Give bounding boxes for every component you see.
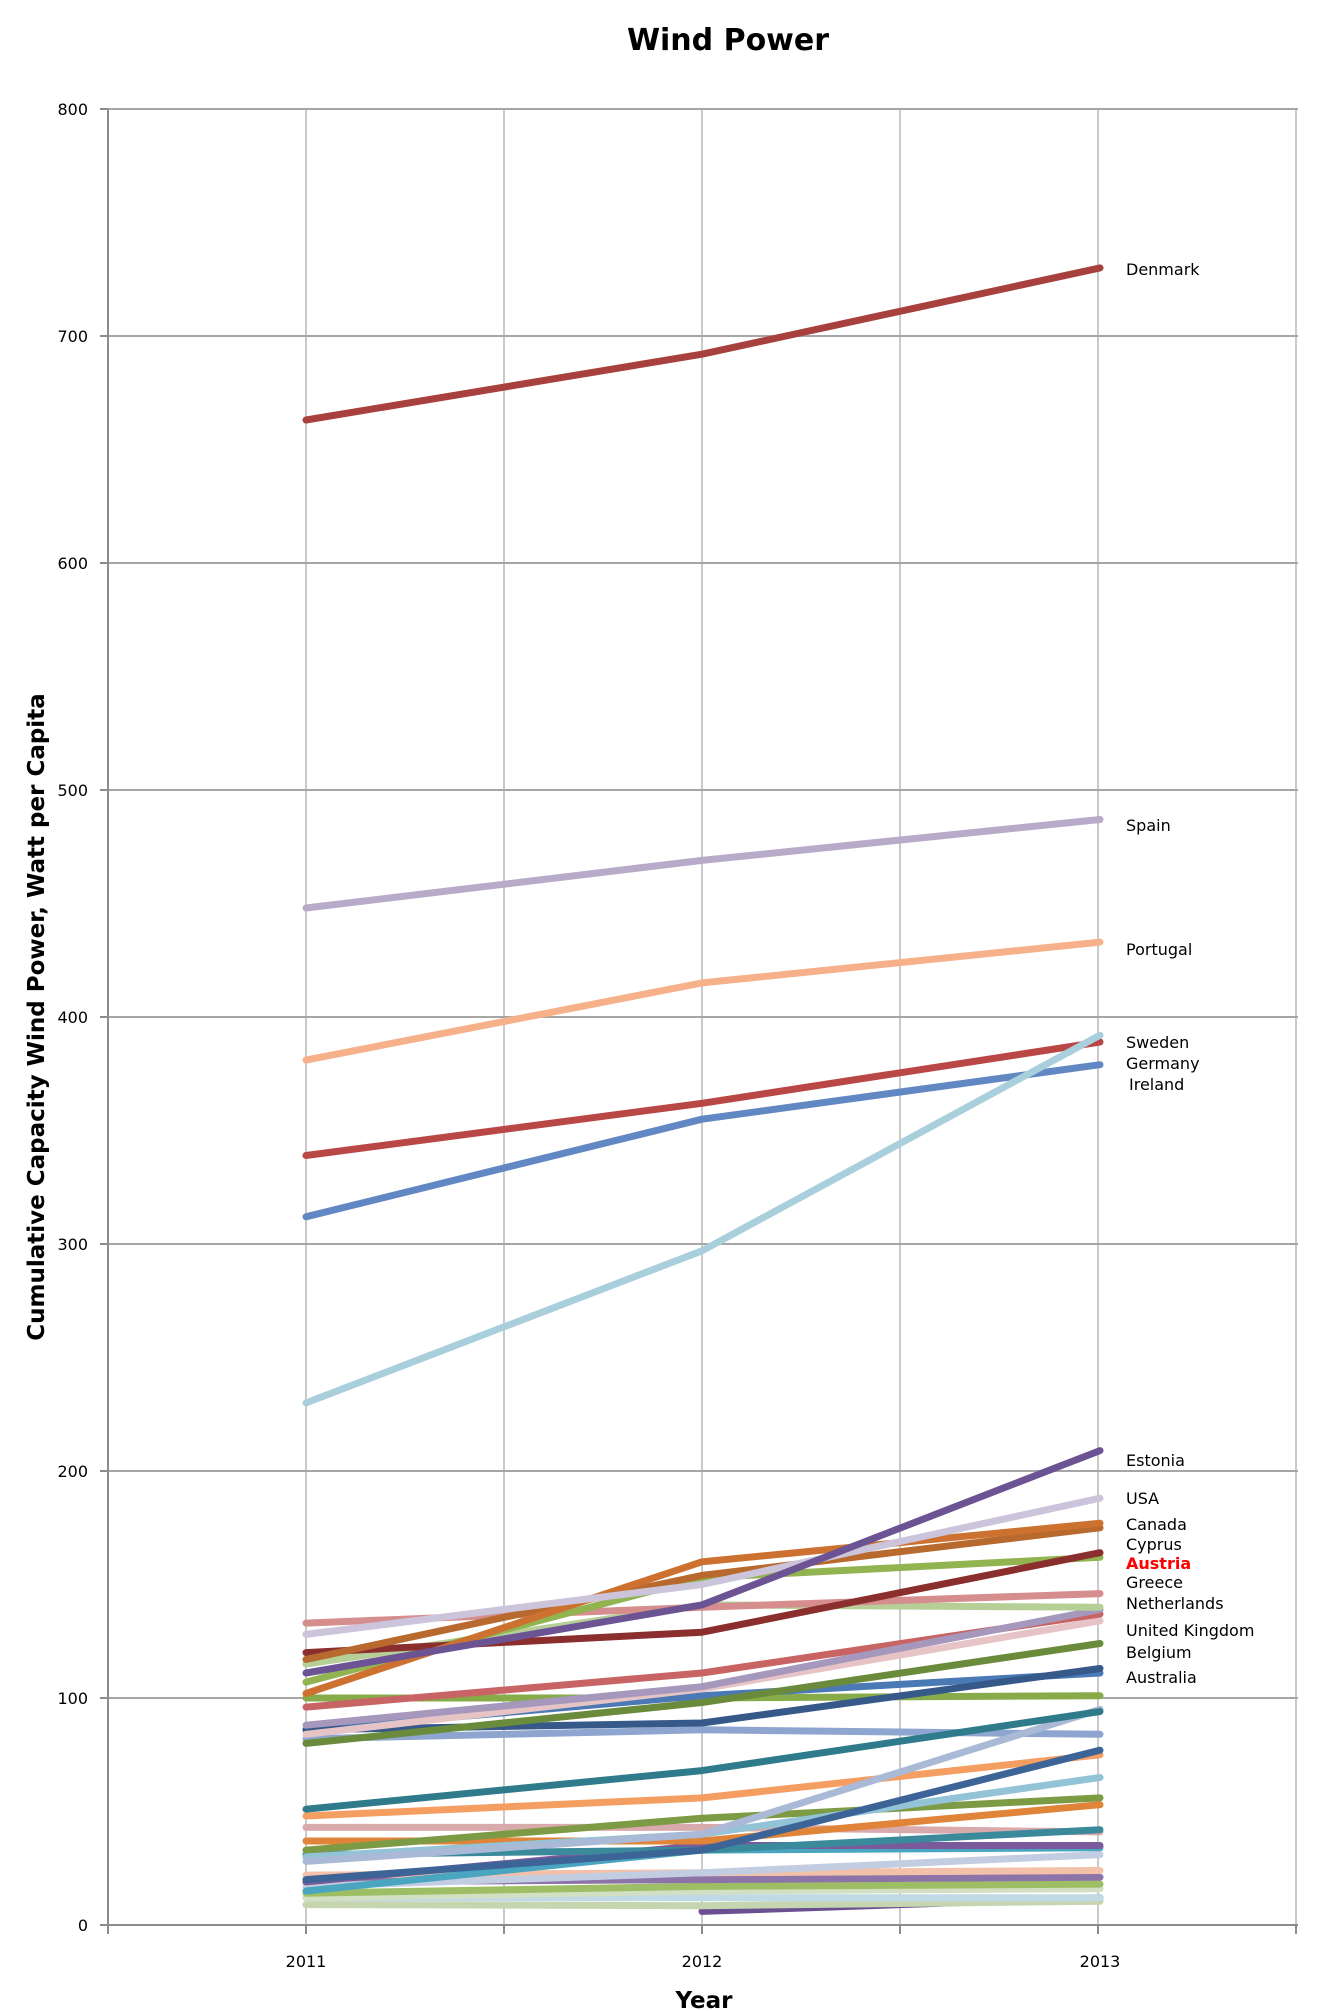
series-label-belgium: Belgium (1126, 1643, 1192, 1662)
series-label-greece: Greece (1126, 1573, 1183, 1592)
y-tick-label: 100 (57, 1689, 88, 1708)
series-line-sweden (302, 1031, 1104, 1407)
y-tick-label: 200 (57, 1462, 88, 1481)
series-line-estonia (302, 1447, 1104, 1677)
series-labels: Denmark Spain Portugal Sweden Germany Ireland… (1126, 260, 1254, 1687)
series-line-unlabeled (302, 1885, 1104, 1902)
series-line-unlabeled (302, 1897, 1104, 1910)
series-label-denmark: Denmark (1126, 260, 1200, 279)
series-label-germany: Germany (1126, 1054, 1200, 1073)
series-line-ireland (302, 1061, 1104, 1221)
series-line-unlabeled (302, 1880, 1104, 1897)
y-tick-label: 800 (57, 100, 88, 119)
series-line-unlabeled (302, 1851, 1104, 1890)
y-axis-title: Cumulative Capacity Wind Power, Watt per… (24, 693, 50, 1340)
series-label-sweden: Sweden (1126, 1033, 1189, 1052)
series-line-unlabeled (302, 1823, 1104, 1836)
y-tick-label: 500 (57, 781, 88, 800)
y-tick-label: 400 (57, 1008, 88, 1027)
chart-title: Wind Power (627, 23, 829, 58)
series-line-unlabeled (302, 1751, 1104, 1820)
y-tick-label: 700 (57, 327, 88, 346)
x-tick-label: 2012 (682, 1952, 723, 1971)
series-line-belgium (302, 1640, 1104, 1747)
x-axis-title: Year (674, 1988, 733, 2011)
series-label-austria: Austria (1126, 1554, 1191, 1573)
series-label-spain: Spain (1126, 816, 1171, 835)
series-line-usa (302, 1494, 1104, 1638)
gridlines (108, 108, 1298, 1925)
series-line-austria (302, 1549, 1104, 1657)
y-tick-label: 600 (57, 554, 88, 573)
series-label-ireland: Ireland (1129, 1075, 1184, 1094)
series-line-cyprus (302, 1524, 1104, 1663)
series-label-canada: Canada (1126, 1515, 1187, 1534)
series-line-unlabeled (302, 1794, 1104, 1854)
series-label-estonia: Estonia (1126, 1451, 1185, 1470)
y-tick-label: 0 (78, 1916, 88, 1935)
series-label-australia: Australia (1126, 1668, 1197, 1687)
series-label-netherlands: Netherlands (1126, 1594, 1224, 1613)
series-line-portugal (302, 938, 1104, 1064)
series-line-spain (302, 816, 1104, 912)
y-axis-ticks: 0 100 200 300 400 500 600 700 800 (57, 100, 108, 1935)
series-label-united-kingdom: United Kingdom (1126, 1621, 1254, 1640)
series-label-usa: USA (1126, 1489, 1159, 1508)
series-line-germany (302, 1038, 1104, 1159)
series-line-unlabeled (302, 1705, 1104, 1865)
series-label-portugal: Portugal (1126, 940, 1192, 959)
x-tick-label: 2013 (1080, 1952, 1121, 1971)
series-lines (302, 264, 1104, 1915)
series-label-cyprus: Cyprus (1126, 1535, 1182, 1554)
series-line-unlabeled (302, 1746, 1104, 1884)
series-line-denmark (302, 264, 1104, 424)
series-line-united-kingdom (302, 1606, 1104, 1729)
series-line-unlabeled (302, 1708, 1104, 1813)
y-tick-label: 300 (57, 1235, 88, 1254)
x-tick-label: 2011 (286, 1952, 327, 1971)
x-axis-ticks: 2011 2012 2013 (107, 1925, 1297, 1971)
